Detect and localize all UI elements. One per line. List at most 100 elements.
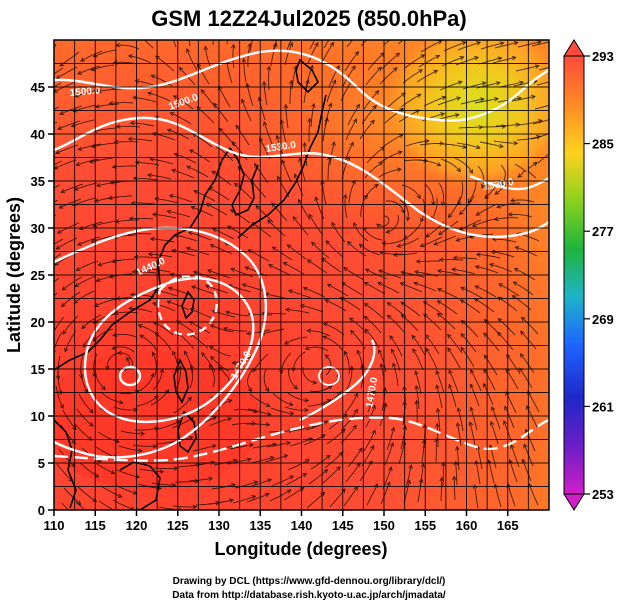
streamline-arrowhead [152, 301, 157, 307]
streamline [218, 86, 231, 108]
x-tick-label: 150 [373, 518, 395, 533]
streamline-arrowhead [288, 401, 294, 407]
streamline-arrowhead [150, 372, 155, 378]
streamline-arrowhead [379, 363, 385, 368]
coastline-luzon [173, 358, 189, 404]
streamline-arrowhead [498, 283, 504, 288]
streamline [128, 307, 153, 313]
streamline-arrowhead [115, 124, 121, 129]
streamline [455, 461, 458, 486]
streamline-arrowhead [476, 41, 481, 46]
streamline-arrowhead [306, 328, 312, 334]
streamline [176, 320, 197, 335]
streamline-arrowhead [115, 438, 120, 444]
streamline-arrowhead [167, 286, 173, 292]
streamline [93, 313, 116, 324]
streamline [492, 238, 517, 243]
streamline-arrowhead [497, 296, 503, 301]
streamline-arrowhead [322, 335, 328, 340]
streamline [460, 347, 475, 368]
streamline [348, 180, 356, 204]
streamline-arrowhead [59, 404, 64, 410]
streamline [417, 159, 441, 166]
streamline [59, 105, 83, 115]
streamline-arrowhead [342, 193, 348, 199]
streamline-arrowhead [203, 45, 209, 51]
streamline-arrowhead [512, 281, 518, 286]
streamline-arrowhead [408, 464, 413, 470]
streamline [393, 252, 418, 256]
streamline-arrowhead [60, 188, 66, 194]
streamline-arrowhead [388, 466, 393, 472]
streamline [113, 406, 138, 411]
streamline-arrowhead [447, 333, 452, 339]
colorbar-tick-label: 277 [592, 224, 614, 239]
streamline [328, 413, 348, 430]
streamline-arrowhead [302, 473, 308, 478]
streamline [419, 143, 444, 146]
streamline-arrowhead [117, 493, 123, 498]
streamline [286, 40, 292, 51]
streamline [387, 302, 407, 318]
streamline-arrowhead [341, 282, 347, 287]
streamline [494, 484, 502, 508]
streamline-arrowhead [134, 78, 140, 84]
streamline-arrowhead [358, 243, 364, 249]
streamline-arrowhead [147, 251, 153, 257]
streamline [92, 328, 114, 342]
streamline-arrowhead [363, 315, 369, 321]
streamline-arrowhead [353, 408, 358, 414]
colorbar-tick-label: 253 [592, 487, 614, 502]
contour-1530 [54, 116, 549, 239]
streamline-arrowhead [521, 458, 526, 464]
streamline [360, 194, 368, 218]
streamline [510, 199, 535, 203]
streamline [291, 425, 315, 432]
streamline [327, 156, 331, 180]
streamline-arrowhead [374, 90, 380, 95]
streamline [223, 327, 248, 332]
streamline-arrowhead [437, 288, 442, 293]
streamline-arrowhead [264, 387, 270, 392]
streamline-arrowhead [97, 262, 103, 267]
streamline-arrowhead [299, 303, 305, 309]
streamline-arrowhead [371, 429, 376, 435]
streamline-arrowhead [288, 289, 293, 294]
streamline-arrowhead [88, 422, 94, 427]
streamline [134, 256, 159, 259]
streamline-arrowhead [456, 407, 462, 413]
streamline-arrowhead [308, 437, 313, 442]
streamline [130, 122, 155, 127]
streamline [192, 133, 213, 148]
streamline-arrowhead [210, 460, 216, 466]
streamline-arrowhead [494, 190, 500, 195]
streamline-arrowhead [262, 121, 268, 126]
streamline [507, 483, 516, 507]
streamline [534, 104, 549, 110]
streamline [386, 214, 399, 233]
streamline [54, 67, 64, 75]
streamline [364, 161, 383, 179]
streamline [298, 199, 311, 221]
streamline [210, 244, 233, 255]
streamline-arrowhead [73, 299, 79, 304]
streamline [152, 369, 163, 391]
streamline [284, 42, 293, 66]
streamline [343, 267, 365, 281]
streamline [490, 421, 499, 445]
streamline [186, 165, 209, 178]
streamline [365, 328, 380, 349]
streamline [493, 140, 518, 144]
streamline-arrowhead [335, 65, 340, 70]
streamline-arrowhead [386, 314, 392, 320]
streamline-arrowhead [75, 266, 81, 271]
streamline [300, 304, 324, 313]
streamline [191, 285, 215, 295]
streamline [494, 41, 518, 49]
colorbar-tick-label: 269 [592, 312, 614, 327]
streamline-arrowhead [455, 445, 460, 451]
streamline-arrowhead [74, 282, 80, 287]
streamline-arrowhead [377, 281, 383, 287]
colorbar-top-arrow [563, 39, 585, 57]
streamline-arrowhead [284, 307, 290, 312]
